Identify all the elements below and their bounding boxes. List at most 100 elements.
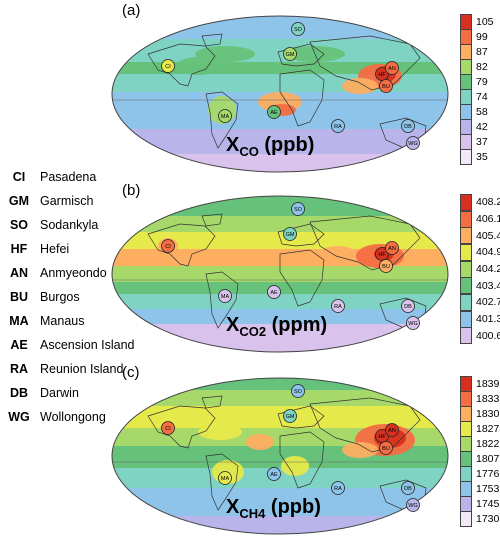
map-panel-ch4: (c) CI GM SO HF AN BU MA AE RA DB WG XCH4 (ppb) 1839 1… <box>110 362 500 535</box>
panel-title: XCO2 (ppm) <box>226 314 328 339</box>
colorbar-tick-label: 1830 <box>476 407 500 420</box>
latitude-band <box>112 468 448 488</box>
colorbar-swatch <box>460 294 472 312</box>
colorbar-swatch <box>460 244 472 262</box>
station-marker-label: AE <box>270 110 278 116</box>
station-marker <box>401 299 415 313</box>
station-row: RA Reunion Island <box>0 362 123 382</box>
station-marker-label: BU <box>382 446 390 452</box>
station-marker-label: AN <box>388 66 396 72</box>
station-marker-label: MA <box>221 114 230 120</box>
station-row: BU Burgos <box>0 290 118 310</box>
latitude-band <box>112 294 448 309</box>
latitude-band <box>112 232 448 249</box>
panel-title: XCO (ppb) <box>226 134 315 159</box>
concentration-hotspot <box>281 456 309 476</box>
station-marker-label: RA <box>334 124 342 130</box>
station-marker <box>283 227 297 241</box>
station-marker <box>401 119 415 133</box>
station-marker <box>218 289 232 303</box>
station-marker-label: HF <box>378 434 386 440</box>
colorbar-tick-label: 1822 <box>476 437 500 450</box>
colorbar-tick-label: 105 <box>476 15 494 28</box>
colorbar-swatch <box>460 227 472 245</box>
station-marker <box>161 239 175 253</box>
station-marker <box>291 384 305 398</box>
panel-label: (b) <box>122 182 141 199</box>
station-marker <box>379 441 393 455</box>
colorbar-swatch <box>460 74 472 90</box>
colorbar-swatch <box>460 134 472 150</box>
station-marker-label: GM <box>286 52 295 58</box>
station-marker <box>406 498 420 512</box>
colorbar-swatch <box>460 496 472 512</box>
station-marker <box>267 467 281 481</box>
panel-title: XCH4 (ppb) <box>226 496 321 521</box>
latitude-band <box>112 406 448 428</box>
colorbar-swatch <box>460 119 472 135</box>
station-marker-label: HF <box>378 252 386 258</box>
station-marker-label: RA <box>334 486 342 492</box>
colorbar-swatch <box>460 376 472 392</box>
coastline <box>277 223 325 247</box>
station-marker <box>385 61 399 75</box>
station-name: Burgos <box>40 290 80 304</box>
station-marker-label: AE <box>270 472 278 478</box>
station-marker <box>406 316 420 330</box>
station-marker <box>291 22 305 36</box>
station-row: MA Manaus <box>0 314 118 334</box>
colorbar-tick-label: 1753 <box>476 482 500 495</box>
station-row: CI Pasadena <box>0 170 118 190</box>
station-marker <box>379 79 393 93</box>
station-row: AN Anmyeondo <box>0 266 118 286</box>
colorbar-swatch <box>460 210 472 228</box>
latitude-band <box>112 16 448 39</box>
colorbar-tick-label: 404.9 <box>476 246 500 259</box>
station-marker-label: CI <box>165 426 171 432</box>
colorbar-tick-label: 1745 <box>476 497 500 510</box>
station-marker-label: HF <box>378 72 386 78</box>
station-code: BU <box>9 290 29 304</box>
station-marker <box>161 421 175 435</box>
station-marker-label: CI <box>165 64 171 70</box>
colorbar-tick-label: 404.2 <box>476 263 500 275</box>
colorbar-swatch <box>460 391 472 407</box>
station-marker <box>385 241 399 255</box>
colorbar-swatch <box>460 466 472 482</box>
concentration-hotspot <box>342 78 378 94</box>
station-marker-label: AN <box>388 246 396 252</box>
coastline <box>147 405 216 449</box>
colorbar-tick-label: 74 <box>476 90 488 103</box>
station-marker <box>161 59 175 73</box>
station-marker-label: AE <box>270 290 278 296</box>
colorbar-tick-label: 402.7 <box>476 296 500 309</box>
coastline <box>309 215 421 271</box>
coastline <box>201 395 223 409</box>
station-marker <box>283 409 297 423</box>
colorbar-swatch <box>460 194 472 212</box>
map-outline <box>111 15 449 173</box>
concentration-hotspot <box>176 57 220 75</box>
latitude-band <box>112 266 448 282</box>
colorbar-swatch <box>460 406 472 422</box>
station-marker <box>267 105 281 119</box>
map-panel-co2: (b) CI GM SO HF AN BU MA AE RA DB WG XCO2 (ppm) 408.2… <box>110 180 500 353</box>
map-outline <box>111 377 449 535</box>
latitude-band <box>112 106 448 129</box>
colorbar-swatch <box>460 59 472 75</box>
panel-label: (c) <box>122 364 140 381</box>
station-name: Anmyeondo <box>40 266 107 280</box>
station-code: CI <box>12 170 26 184</box>
station-row: GM Garmisch <box>0 194 118 214</box>
station-marker <box>331 299 345 313</box>
station-marker-label: GM <box>286 414 295 420</box>
station-row: WG Wollongong <box>0 410 118 430</box>
coastline <box>309 397 421 453</box>
colorbar-tick-label: 42 <box>476 120 488 133</box>
colorbar-tick-label: 1776 <box>476 467 500 480</box>
station-marker-label: AN <box>388 428 396 434</box>
station-marker <box>331 119 345 133</box>
colorbar-swatch <box>460 89 472 105</box>
